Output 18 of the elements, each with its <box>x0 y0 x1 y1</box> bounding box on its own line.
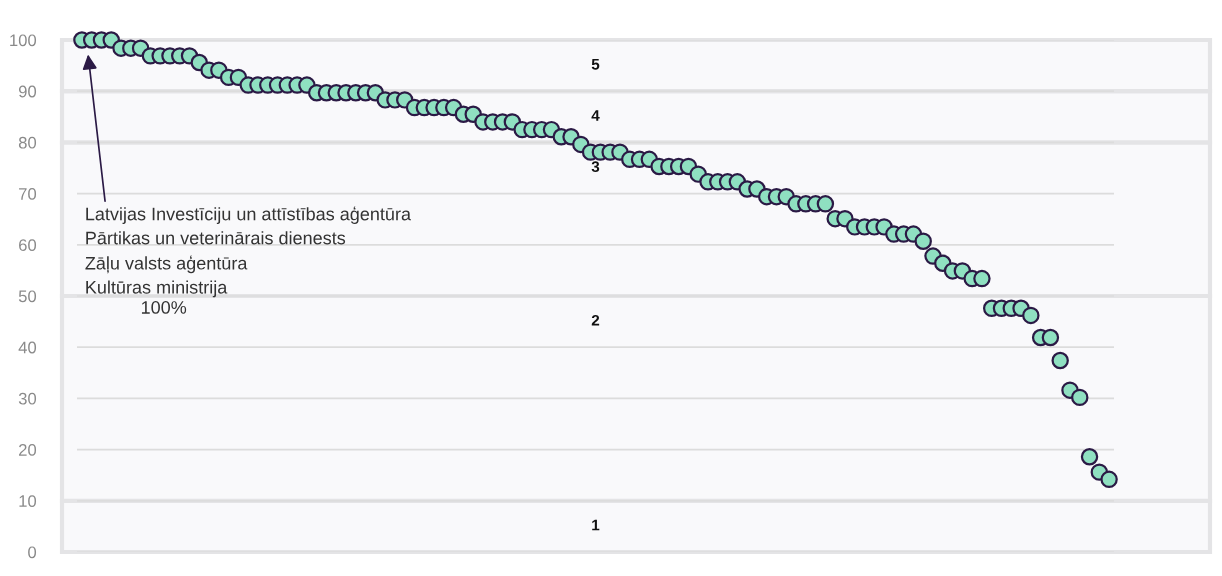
y-tick-label: 70 <box>19 188 37 200</box>
band-label: 3 <box>591 161 600 173</box>
band-label: 1 <box>592 519 600 531</box>
y-tick-label: 40 <box>18 341 37 354</box>
y-tick-label: 80 <box>18 136 37 149</box>
band-label: 2 <box>591 314 600 326</box>
y-tick-label: 100 <box>10 34 37 47</box>
y-tick-label: 30 <box>18 392 37 405</box>
y-tick-label: 0 <box>28 546 37 559</box>
y-tick-label: 10 <box>19 495 37 507</box>
annotation: 100% <box>141 301 187 314</box>
band-label: 5 <box>591 59 600 70</box>
band-label: 4 <box>591 110 600 121</box>
y-tick-label: 20 <box>19 444 37 456</box>
y-tick-label: 90 <box>18 85 37 98</box>
y-tick-label: 50 <box>18 290 37 303</box>
annotation: Latvijas Investīciju un attīstības aģentūra Pārtikas un veterinārais dienests Zāļu valsts aģentūra Kultūras ministrija <box>85 206 412 298</box>
y-tick-label: 60 <box>19 239 37 251</box>
